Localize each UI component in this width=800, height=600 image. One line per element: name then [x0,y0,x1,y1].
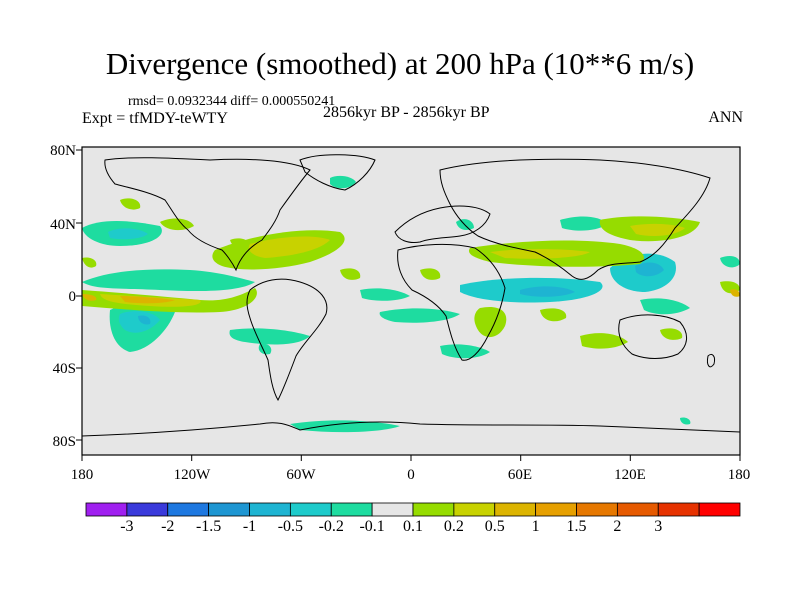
contour-region [420,268,441,280]
colorbar-swatch [535,502,577,517]
contour-region [440,344,490,359]
contour-region [520,286,575,297]
axis-ticks [76,149,741,461]
colorbar-label: 0.2 [443,518,464,535]
experiment-label: Expt = tfMDY-teWTY [82,110,228,127]
lon-label: 60E [507,467,533,483]
contour-region [680,417,691,425]
contour-region [290,420,400,433]
contour-region [379,308,460,323]
contour-region [118,311,160,333]
colorbar-swatch [167,502,210,517]
contour-region [720,256,740,268]
lon-label: 180 [727,467,751,483]
colorbar-label: -2 [161,518,175,535]
colorbar-label: -3 [120,518,134,535]
coastline-greenland [299,154,376,191]
colorbar-swatch [576,502,618,517]
coastline-australia [618,314,687,359]
lon-label: 120W [173,467,211,483]
contour-region [360,288,410,301]
plot-title: Divergence (smoothed) at 200 hPa (10**6 … [105,46,695,81]
coastline-north-america [104,157,311,272]
contour-region [560,216,608,231]
season-label: ANN [708,109,743,126]
lat-label: 0 [68,289,77,305]
lon-label: 60W [286,467,316,483]
contour-region [340,268,361,280]
contour-region [108,228,148,240]
colorbar-swatch [330,502,373,517]
colorbar-label: -1 [242,518,257,535]
contour-region [120,296,175,304]
lat-label: 40N [50,217,76,233]
colorbar-swatch [126,502,169,517]
colorbar-label: -0.2 [318,518,344,535]
contour-region [120,198,141,210]
contour-region [635,262,664,277]
colorbar-swatch [249,502,291,517]
contour-region [540,308,567,322]
contour-region [82,257,97,268]
lon-label: 180 [70,467,94,483]
colorbar-label: 0.5 [484,518,505,535]
contour-region [82,294,97,301]
lat-label: 80N [50,143,76,159]
colorbar-swatch [453,502,496,517]
lon-label: 0 [407,467,415,483]
coastline-antarctica [82,421,740,437]
colorbar-swatch [289,502,332,517]
contour-region [82,269,255,292]
divergence-field [82,175,740,433]
colorbar-swatch [208,502,250,517]
coastline-europe [394,205,491,243]
contour-region [248,236,330,258]
colorbar-swatch [657,502,700,517]
colorbar-swatch [412,502,455,517]
coastlines [82,154,740,437]
colorbar [85,502,741,517]
contour-region [229,328,310,345]
period-label: 2856kyr BP - 2856kyr BP [323,104,490,121]
contour-region [580,333,628,349]
colorbar-label: -0.1 [359,518,385,535]
contour-region [660,328,683,340]
colorbar-label: 1 [531,518,540,535]
colorbar-label: 0.1 [403,518,423,535]
colorbar-swatch [371,502,414,517]
colorbar-swatch [85,502,128,517]
coastline-south-america [246,278,328,402]
colorbar-label: -0.5 [277,518,304,535]
coastline-new-zealand [707,353,715,368]
colorbar-label: 2 [613,518,622,535]
colorbar-swatch [616,502,659,517]
lon-label: 120E [614,467,646,483]
contour-region [330,175,356,189]
colorbar-label: 1.5 [566,518,587,535]
lat-label: 40S [52,361,76,377]
stats-text: rmsd= 0.0932344 diff= 0.000550241 [128,94,336,109]
colorbar-swatch [698,502,741,517]
lat-label: 80S [52,434,76,450]
contour-region [138,315,151,325]
colorbar-label: 3 [654,518,663,535]
contour-region [730,289,740,297]
contour-region [230,238,251,249]
contour-region [640,298,690,315]
coastline-asia [439,158,711,280]
coastline-africa [397,243,506,361]
colorbar-label: -1.5 [195,518,222,535]
colorbar-swatch [494,502,537,517]
